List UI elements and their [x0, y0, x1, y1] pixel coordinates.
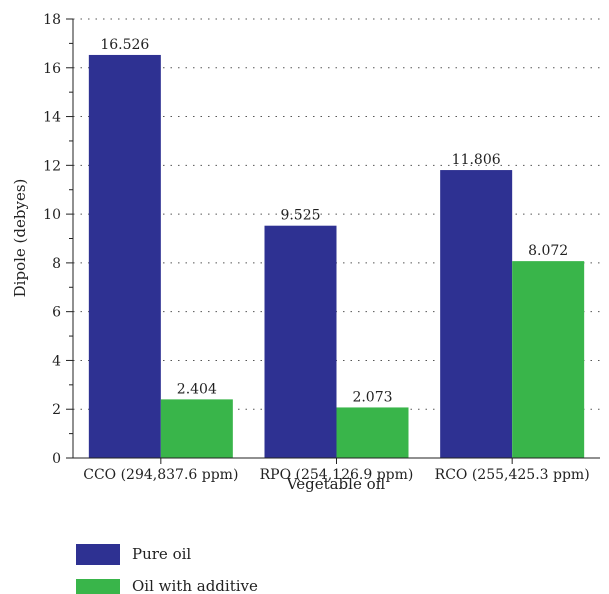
- legend-swatch-pure-oil: [76, 544, 120, 565]
- y-tick-label-10: 10: [43, 207, 61, 223]
- x-axis-title: Vegetable oil: [286, 475, 386, 493]
- bar-value-label: 11.806: [452, 152, 501, 168]
- bar-pure-oil-2: [440, 170, 513, 459]
- x-tick-label-0: CCO (294,837.6 ppm): [83, 467, 238, 483]
- bar-value-label: 16.526: [100, 37, 149, 53]
- legend: Pure oil Oil with additive: [76, 544, 258, 594]
- bars: [88, 54, 585, 459]
- bar-pure-oil-0: [88, 54, 161, 459]
- x-tick-label-1: RPO (254,126.9 ppm): [260, 467, 414, 483]
- legend-label-pure-oil: Pure oil: [132, 545, 191, 563]
- y-axis-title: Dipole (debyes): [11, 179, 29, 298]
- y-tick-label-12: 12: [43, 158, 61, 174]
- y-tick-label-4: 4: [52, 353, 61, 369]
- y-tick-label-8: 8: [52, 256, 61, 272]
- bar-oil-with-additive-0: [160, 399, 233, 458]
- y-tick-label-0: 0: [52, 451, 61, 467]
- y-tick-label-2: 2: [52, 402, 61, 418]
- legend-label-oil-with-additive: Oil with additive: [132, 577, 258, 594]
- y-tick-label-14: 14: [43, 110, 61, 126]
- bar-value-label: 9.525: [280, 208, 320, 224]
- x-ticks: CCO (294,837.6 ppm) RPO (254,126.9 ppm) RC…: [83, 458, 590, 483]
- bar-value-labels: 16.526 2.404 9.525 2.073 11.806 8.072: [100, 37, 568, 405]
- legend-swatch-oil-with-additive: [76, 579, 120, 594]
- y-tick-label-18: 18: [43, 12, 61, 28]
- y-tick-label-16: 16: [43, 61, 61, 77]
- x-tick-label-2: RCO (255,425.3 ppm): [435, 467, 590, 483]
- bar-oil-with-additive-2: [512, 261, 585, 458]
- bar-oil-with-additive-1: [336, 407, 409, 458]
- bar-pure-oil-1: [264, 225, 337, 458]
- bar-value-label: 2.073: [352, 389, 392, 405]
- bar-value-label: 8.072: [528, 243, 568, 259]
- y-tick-label-6: 6: [52, 305, 61, 321]
- y-ticks: 0 2 4 6 8 10 12 14 16 18: [43, 12, 73, 467]
- bar-value-label: 2.404: [177, 381, 217, 397]
